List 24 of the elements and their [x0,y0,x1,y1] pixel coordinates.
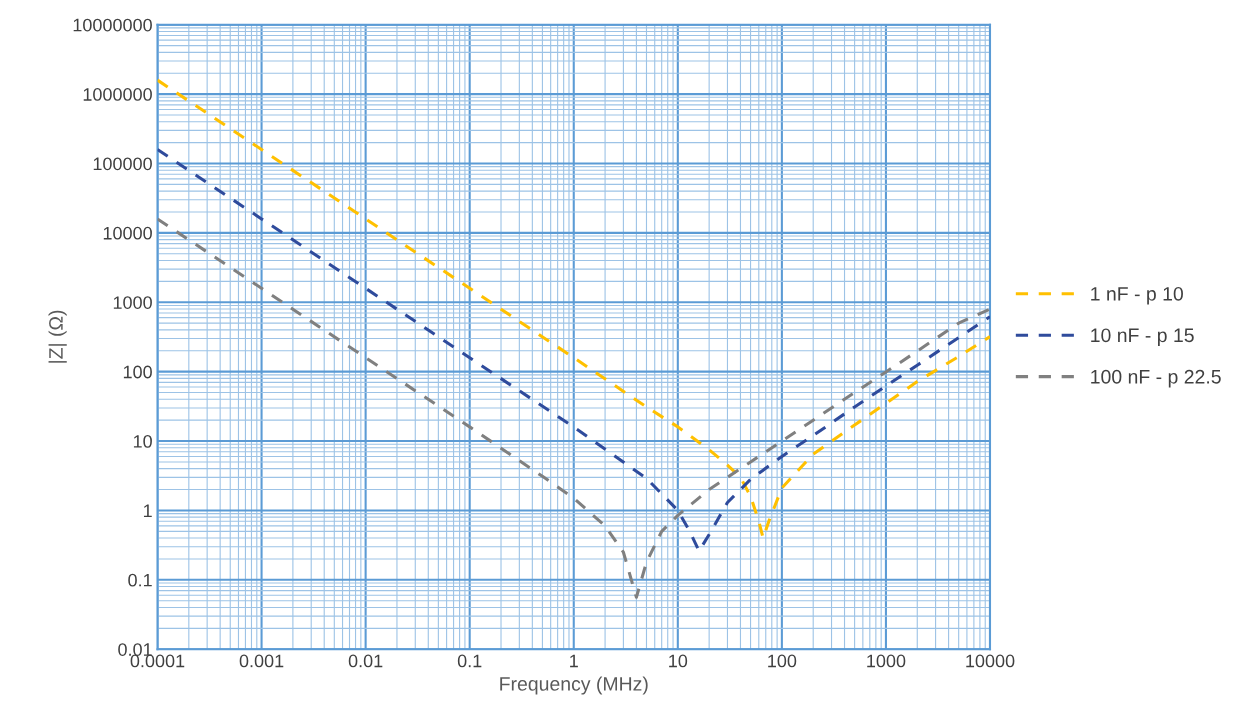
x-tick-label: 100 [768,654,797,668]
x-tick-label: 1000 [867,654,906,668]
x-tick-label: 0.001 [239,654,284,668]
legend-label: 1 nF - p 10 [1091,286,1183,305]
y-tick-label: 100000 [93,157,152,171]
y-axis-title: |Z| (Ω) [48,310,67,363]
y-tick-label: 10000 [103,226,152,240]
y-tick-label: 10000000 [73,18,152,32]
x-axis-title: Frequency (MHz) [500,676,648,695]
x-tick-label: 0.01 [348,654,383,668]
x-tick-label: 0.1 [457,654,482,668]
y-tick-label: 1000 [113,296,152,309]
y-tick-label: 1000000 [83,88,152,101]
legend-label: 10 nF - p 15 [1091,328,1194,347]
x-tick-label: 10 [669,654,688,668]
y-tick-label: 10 [133,434,152,448]
x-tick-label: 10000 [966,654,1015,668]
y-tick-label: 0.01 [118,643,152,656]
x-tick-label: 0.0001 [130,654,185,668]
x-tick-label: 1 [570,654,578,668]
y-tick-label: 1 [143,504,152,517]
legend-label: 100 nF - p 22.5 [1091,369,1221,388]
y-tick-label: 0.1 [128,573,152,587]
y-tick-label: 100 [123,365,152,379]
